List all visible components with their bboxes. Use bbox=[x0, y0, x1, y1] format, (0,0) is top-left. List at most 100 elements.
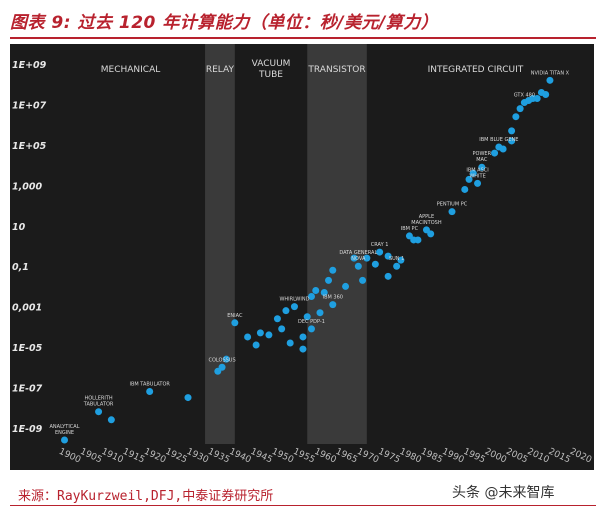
data-point bbox=[222, 355, 230, 363]
data-point bbox=[312, 286, 320, 294]
data-point bbox=[299, 345, 307, 353]
point-annotation: SUN 1 bbox=[389, 256, 404, 262]
data-point bbox=[499, 145, 507, 153]
data-point bbox=[278, 325, 286, 333]
title-rule bbox=[10, 37, 596, 39]
source-note: 来源：RayKurzweil,DFJ,中泰证券研究所 bbox=[18, 489, 274, 504]
point-annotation: APPLE MACINTOSH bbox=[411, 214, 442, 226]
era-label: VACUUM bbox=[252, 59, 291, 69]
data-point bbox=[512, 113, 520, 121]
point-annotation: DATA GENERAL NOVA bbox=[339, 250, 377, 262]
data-point bbox=[218, 363, 226, 371]
y-tick-label: 1E+05 bbox=[12, 141, 47, 152]
era-band bbox=[307, 44, 367, 444]
point-annotation: POWER MAC bbox=[473, 151, 492, 163]
data-point bbox=[516, 105, 524, 113]
data-point bbox=[354, 262, 362, 270]
data-point bbox=[282, 307, 290, 315]
point-annotation: IBM TABULATOR bbox=[129, 382, 170, 388]
y-tick-label: 1E+07 bbox=[12, 101, 47, 112]
data-point bbox=[252, 341, 260, 349]
data-point bbox=[184, 394, 192, 402]
data-point bbox=[359, 276, 367, 284]
era-label: MECHANICAL bbox=[101, 65, 161, 75]
point-annotation: IBM ASCI WHITE bbox=[466, 167, 488, 179]
bottom-rule bbox=[10, 505, 596, 506]
data-point bbox=[491, 149, 499, 157]
data-point bbox=[320, 288, 328, 296]
data-point bbox=[107, 416, 115, 424]
data-point bbox=[265, 331, 273, 339]
data-point bbox=[342, 282, 350, 290]
data-point bbox=[384, 272, 392, 280]
data-point bbox=[448, 208, 456, 216]
point-annotation: ANALYTICAL ENGINE bbox=[50, 424, 80, 436]
point-annotation: IBM PC bbox=[401, 226, 419, 232]
data-point bbox=[465, 175, 473, 183]
data-point bbox=[286, 339, 294, 347]
plot-background bbox=[10, 44, 594, 470]
point-annotation: NVIDIA TITAN X bbox=[531, 70, 570, 76]
y-tick-label: 1E-07 bbox=[12, 383, 43, 394]
y-tick-label: 1E-09 bbox=[12, 424, 43, 435]
data-point bbox=[478, 163, 486, 171]
data-point bbox=[363, 254, 371, 262]
data-point bbox=[329, 301, 337, 309]
point-annotation: COLOSSUS bbox=[208, 357, 235, 363]
y-tick-label: 0,001 bbox=[12, 303, 42, 314]
y-tick-label: 1,000 bbox=[12, 181, 42, 192]
y-tick-label: 0,1 bbox=[12, 262, 29, 273]
era-band bbox=[205, 44, 235, 444]
point-annotation: HOLLERITH TABULATOR bbox=[83, 396, 114, 408]
data-point bbox=[376, 248, 384, 256]
figure-title: 图表 9: 过去 120 年计算能力（单位：秒/美元/算力） bbox=[10, 13, 439, 33]
data-point bbox=[299, 333, 307, 341]
data-point bbox=[533, 95, 541, 103]
data-point bbox=[61, 436, 69, 444]
data-point bbox=[273, 315, 281, 323]
data-point bbox=[469, 169, 477, 177]
point-annotation: DEC PDP-1 bbox=[298, 319, 325, 325]
data-point bbox=[474, 179, 482, 187]
y-tick-label: 10 bbox=[12, 222, 26, 233]
era-label: RELAY bbox=[206, 65, 235, 75]
data-point bbox=[95, 408, 103, 416]
data-point bbox=[427, 230, 435, 238]
data-point bbox=[329, 266, 337, 274]
data-point bbox=[303, 313, 311, 321]
data-point bbox=[316, 309, 324, 317]
data-point bbox=[290, 303, 298, 311]
data-point bbox=[371, 260, 379, 268]
point-annotation: GTX 480 bbox=[514, 93, 535, 99]
era-label: TRANSISTOR bbox=[307, 65, 365, 75]
data-point bbox=[307, 325, 315, 333]
point-annotation: ENIAC bbox=[227, 313, 243, 319]
data-point bbox=[508, 127, 516, 135]
point-annotation: WHIRLWIND bbox=[279, 297, 309, 303]
data-point bbox=[231, 319, 239, 327]
data-point bbox=[508, 137, 516, 145]
data-point bbox=[384, 252, 392, 260]
data-point bbox=[461, 185, 469, 193]
data-point bbox=[542, 90, 550, 98]
data-point bbox=[414, 236, 422, 244]
data-point bbox=[244, 333, 252, 341]
data-point bbox=[307, 293, 315, 301]
era-label: INTEGRATED CIRCUIT bbox=[428, 65, 524, 75]
data-point bbox=[146, 388, 154, 396]
point-annotation: PENTIUM PC bbox=[437, 202, 468, 208]
point-annotation: CRAY 1 bbox=[371, 242, 389, 248]
y-tick-label: 1E+09 bbox=[12, 60, 47, 71]
point-annotation: IBM BLUE GENE bbox=[479, 137, 518, 143]
y-tick-label: 1E-05 bbox=[12, 343, 43, 354]
data-point bbox=[397, 256, 405, 264]
data-point bbox=[256, 329, 264, 337]
data-point bbox=[350, 254, 358, 262]
era-label: TUBE bbox=[258, 70, 283, 80]
chart-container: MECHANICAL RELAY VACUUM TUBE TRANSISTOR INTEG… bbox=[10, 44, 594, 470]
data-point bbox=[393, 262, 401, 270]
watermark: 头条 @未来智库 bbox=[452, 485, 555, 501]
point-annotation: IBM 360 bbox=[323, 295, 343, 301]
data-point bbox=[546, 76, 554, 84]
